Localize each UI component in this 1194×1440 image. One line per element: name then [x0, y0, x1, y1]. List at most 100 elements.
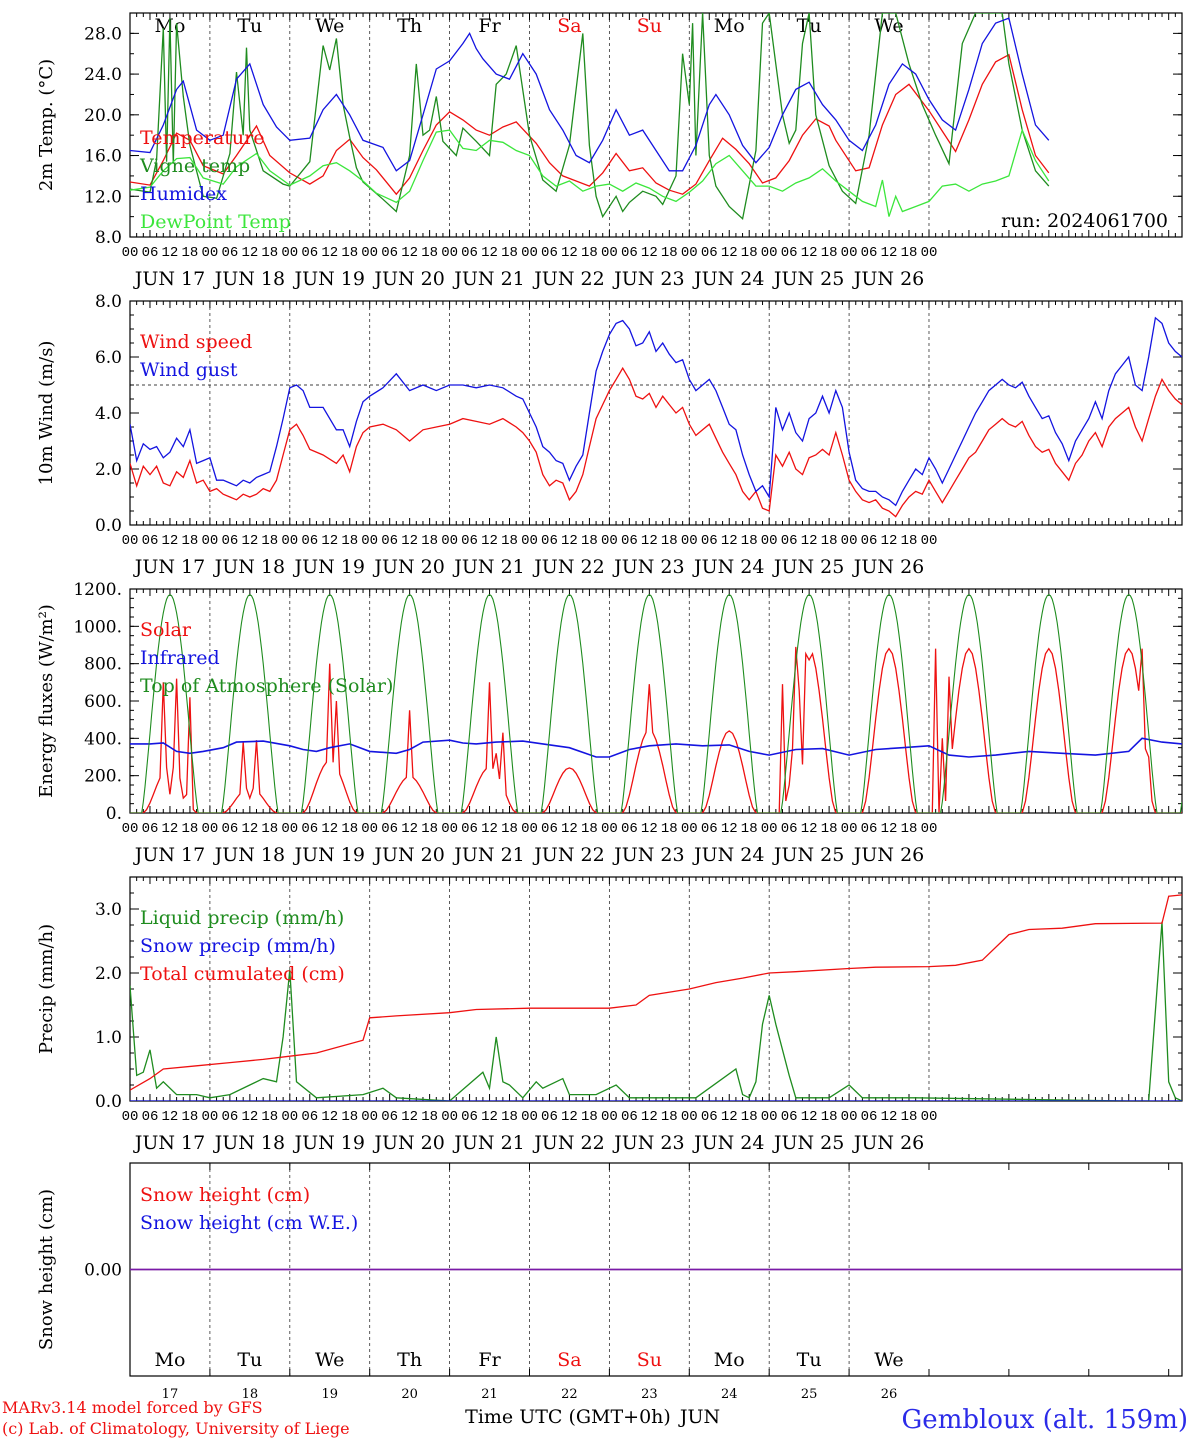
day-label: JUN 23: [612, 1132, 684, 1154]
day-number-label: 17: [162, 1387, 179, 1402]
hour-tick-label: 06: [461, 821, 478, 837]
hour-tick-label: 12: [401, 1109, 418, 1125]
weekday-label: Th: [397, 1349, 422, 1371]
hour-tick-label: 06: [701, 1109, 718, 1125]
hour-tick-label: 06: [301, 821, 318, 837]
hour-tick-label: 00: [441, 245, 458, 261]
y-tick-label: 28.0: [84, 24, 122, 44]
y-tick-label: 16.0: [84, 147, 122, 167]
day-label: JUN 23: [612, 556, 684, 578]
weekday-label: Th: [397, 15, 422, 37]
day-label: JUN 18: [213, 844, 285, 866]
hour-tick-label: 12: [321, 821, 338, 837]
hour-tick-label: 06: [381, 821, 398, 837]
weekday-label: Mo: [714, 15, 745, 37]
legend-total-cumulated-cm: Total cumulated (cm): [140, 963, 345, 985]
hour-tick-label: 06: [541, 1109, 558, 1125]
hour-tick-label: 00: [601, 245, 618, 261]
day-label: JUN 26: [852, 556, 924, 578]
y-tick-label: 1.0: [95, 1028, 122, 1048]
hour-tick-label: 00: [761, 1109, 778, 1125]
y-tick-label: 2.0: [95, 460, 122, 480]
hour-tick-label: 00: [921, 821, 938, 837]
weekday-label: Sa: [557, 15, 581, 37]
hour-tick-label: 18: [581, 245, 598, 261]
legend-snow-height-cm-w-e: Snow height (cm W.E.): [140, 1212, 358, 1234]
hour-tick-label: 12: [561, 245, 578, 261]
hour-tick-label: 06: [861, 533, 878, 549]
hour-tick-label: 12: [162, 1109, 179, 1125]
hour-tick-label: 00: [201, 1109, 218, 1125]
hour-tick-label: 00: [281, 1109, 298, 1125]
weekday-label: Tu: [797, 15, 822, 37]
y-tick-label: 1200.: [73, 580, 122, 600]
hour-tick-label: 00: [361, 245, 378, 261]
day-label: JUN 21: [452, 268, 524, 290]
hour-tick-label: 18: [421, 245, 438, 261]
hour-tick-label: 00: [122, 821, 139, 837]
legend-humidex: Humidex: [140, 183, 227, 205]
hour-tick-label: 12: [641, 245, 658, 261]
hour-tick-label: 12: [401, 245, 418, 261]
legend-snow-height-cm: Snow height (cm): [140, 1184, 310, 1206]
day-label: JUN 24: [692, 1132, 764, 1154]
hour-tick-label: 18: [741, 245, 758, 261]
y-tick-label: 1000.: [73, 617, 122, 637]
hour-tick-label: 18: [261, 533, 278, 549]
hour-tick-label: 06: [781, 533, 798, 549]
station-name: Gembloux (alt. 159m): [902, 1405, 1188, 1435]
series-liquid-precip-mm-h: [130, 921, 1182, 1101]
hour-tick-label: 06: [861, 245, 878, 261]
day-label: JUN 26: [852, 844, 924, 866]
hour-tick-label: 12: [881, 1109, 898, 1125]
day-label: JUN 17: [133, 844, 205, 866]
hour-tick-label: 18: [901, 533, 918, 549]
y-axis-label: 2m Temp. (°C): [36, 59, 57, 191]
hour-tick-label: 06: [381, 533, 398, 549]
hour-tick-label: 12: [401, 821, 418, 837]
hour-tick-label: 00: [601, 821, 618, 837]
y-tick-label: 0.0: [95, 516, 122, 536]
day-label: JUN 25: [772, 556, 844, 578]
y-axis-label: Energy fluxes (W/m²): [36, 604, 57, 798]
hour-tick-label: 18: [182, 821, 199, 837]
run-label: run: 2024061700: [1001, 210, 1168, 232]
hour-tick-label: 12: [561, 1109, 578, 1125]
hour-tick-label: 06: [142, 821, 159, 837]
day-label: JUN 21: [452, 1132, 524, 1154]
day-label: JUN 20: [372, 844, 444, 866]
hour-tick-label: 12: [401, 533, 418, 549]
hour-tick-label: 06: [301, 245, 318, 261]
day-number-label: 19: [321, 1387, 338, 1402]
series-dewpoint-temp: [130, 128, 1050, 217]
hour-tick-label: 06: [781, 245, 798, 261]
hour-tick-label: 00: [201, 821, 218, 837]
hour-tick-label: 18: [182, 533, 199, 549]
hour-tick-label: 06: [541, 821, 558, 837]
hour-tick-label: 18: [341, 245, 358, 261]
hour-tick-label: 12: [481, 533, 498, 549]
legend-dewpoint-temp: DewPoint Temp: [140, 211, 291, 233]
hour-tick-label: 06: [221, 1109, 238, 1125]
hour-tick-label: 06: [301, 1109, 318, 1125]
hour-tick-label: 00: [441, 533, 458, 549]
hour-tick-label: 18: [661, 245, 678, 261]
hour-tick-label: 12: [881, 533, 898, 549]
hour-tick-label: 00: [841, 245, 858, 261]
day-label: JUN 20: [372, 556, 444, 578]
hour-tick-label: 00: [521, 821, 538, 837]
y-tick-label: 8.0: [95, 292, 122, 312]
hour-tick-label: 00: [601, 533, 618, 549]
day-label: JUN 25: [772, 1132, 844, 1154]
hour-tick-label: 18: [581, 1109, 598, 1125]
hour-tick-label: 00: [201, 245, 218, 261]
hour-tick-label: 00: [841, 821, 858, 837]
day-label: JUN 25: [772, 844, 844, 866]
hour-tick-label: 12: [241, 245, 258, 261]
legend-snow-precip-mm-h: Snow precip (mm/h): [140, 935, 336, 957]
day-label: JUN 24: [692, 268, 764, 290]
y-axis-label: 10m Wind (m/s): [36, 341, 57, 486]
hour-tick-label: 00: [441, 821, 458, 837]
